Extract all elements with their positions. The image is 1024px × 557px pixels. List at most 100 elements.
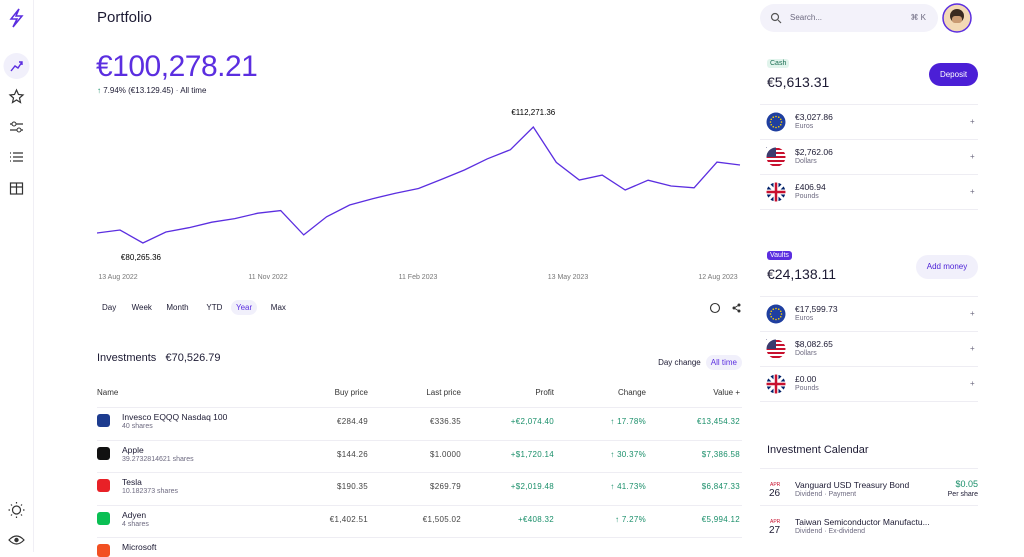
range-button[interactable]: Day [102,303,117,312]
event-day: 26 [769,488,781,499]
cell-value: 41.73% [617,482,646,491]
min-label: €80,265.36 [121,253,162,262]
add-button[interactable]: + [970,152,975,161]
column-header: Name [97,388,119,397]
badge: Vaults [767,251,792,260]
separator [760,331,978,332]
stock-logo [97,414,110,427]
flag [766,147,786,167]
separator [760,468,978,469]
row-separator [97,472,742,473]
action-button[interactable]: Deposit [929,63,978,86]
cell-value: €5,994.12 [701,514,740,524]
flag-star [769,121,772,123]
account-amount: £0.00 [795,374,817,384]
investments-table: Name Buy price Last price Profit Change Value… [97,380,742,557]
visibility-toggle[interactable] [8,535,25,545]
range-button[interactable]: Year [231,300,258,315]
flag-star [769,313,772,315]
avatar[interactable] [942,3,972,33]
nav-chart[interactable] [10,61,23,72]
toggle[interactable]: Day change [658,358,701,367]
badge: Cash [767,59,790,68]
cell: $144.26 [337,450,368,459]
action-button[interactable]: Add money [916,255,978,279]
flag-star [777,308,780,311]
search-box[interactable]: Search... ⌘ K [760,4,938,32]
flag-cross [766,182,786,202]
flag-stripe [766,352,786,354]
stock-shares: 4 shares [122,520,149,528]
cell: $7,386.58 [702,450,740,459]
event-day: 27 [769,525,781,536]
flag-stripe [766,160,786,162]
range-button[interactable]: YTD [206,303,223,312]
account-amount: €17,599.73 [795,304,838,314]
stock-name[interactable]: Microsoft [122,542,157,552]
add-button[interactable]: + [970,379,975,388]
stock-name[interactable]: Tesla [122,477,142,487]
add-button[interactable]: + [970,344,975,353]
flag [766,112,786,132]
settings-button[interactable] [709,302,721,314]
cell: €1,402.51 [330,515,368,524]
flag-star [770,315,773,318]
row-separator [97,504,742,506]
nav-star[interactable] [8,88,25,104]
row-separator [97,537,742,538]
stock-name[interactable]: Invesco EQQQ Nasdaq 100 [122,412,228,422]
separator [760,174,978,175]
stock-logo [97,479,110,492]
portfolio-change-row: ↑ 7.94% (€13.129.45) · All time [97,86,207,95]
nav-active[interactable] [3,53,30,79]
column-header: Last price [426,388,461,397]
investments-header: Investments €70,526.79 [97,352,221,364]
separator [760,104,978,105]
stock-shares: 10.182373 shares [122,488,179,495]
investments-total: €70,526.79 [165,352,221,364]
column-header: Buy price [334,388,368,397]
cell: €13,454.32 [697,417,740,426]
flag-star [775,307,777,310]
column-header: Change [617,388,646,397]
add-button[interactable]: + [970,187,975,196]
range-button[interactable]: Week [131,303,152,312]
flag-star [780,121,783,123]
stock-name[interactable]: Apple [122,444,144,455]
flag-star [777,125,780,128]
stock-name[interactable]: Adyen [122,509,147,520]
add-button[interactable]: + [970,117,975,126]
cell-value: 17.78% [617,417,646,426]
range-button[interactable]: Month [166,303,189,312]
x-label: 11 Feb 2023 [399,274,438,281]
account-currency: Euros [795,315,814,322]
row-separator [97,407,742,408]
cell: $1.0000 [430,450,461,459]
cell-value: +€408.32 [518,514,554,524]
x-label: 13 Aug 2022 [98,274,137,281]
cell: +€2,074.40 [511,417,554,426]
cell: $6,847.33 [702,482,740,491]
cell-value: €284.49 [336,417,368,426]
account-amount: £406.94 [795,182,826,192]
event-name[interactable]: Vanguard USD Treasury Bond [795,480,910,490]
nav-list[interactable] [10,152,23,162]
event-name[interactable]: Taiwan Semiconductor Manufactu... [795,517,930,527]
account-currency: Pounds [795,193,819,200]
cell: +$2,019.48 [511,482,554,491]
flag-star [772,317,775,320]
flag-star [777,317,780,320]
theme-toggle[interactable] [11,505,22,515]
flag-star [775,115,777,118]
account-currency: Dollars [795,350,817,357]
toggle[interactable]: All time [705,355,742,370]
event-status: Ex-dividend [828,528,866,535]
cell-value: +€2,074.40 [510,417,554,426]
share-button[interactable] [733,304,740,312]
add-button[interactable]: + [970,309,975,318]
event-type: Dividend [795,491,823,498]
cell-value: $6,847.33 [701,482,740,491]
range-button[interactable]: Max [270,303,286,312]
cell-value: $190.35 [336,482,368,491]
flag-bg [766,112,786,132]
